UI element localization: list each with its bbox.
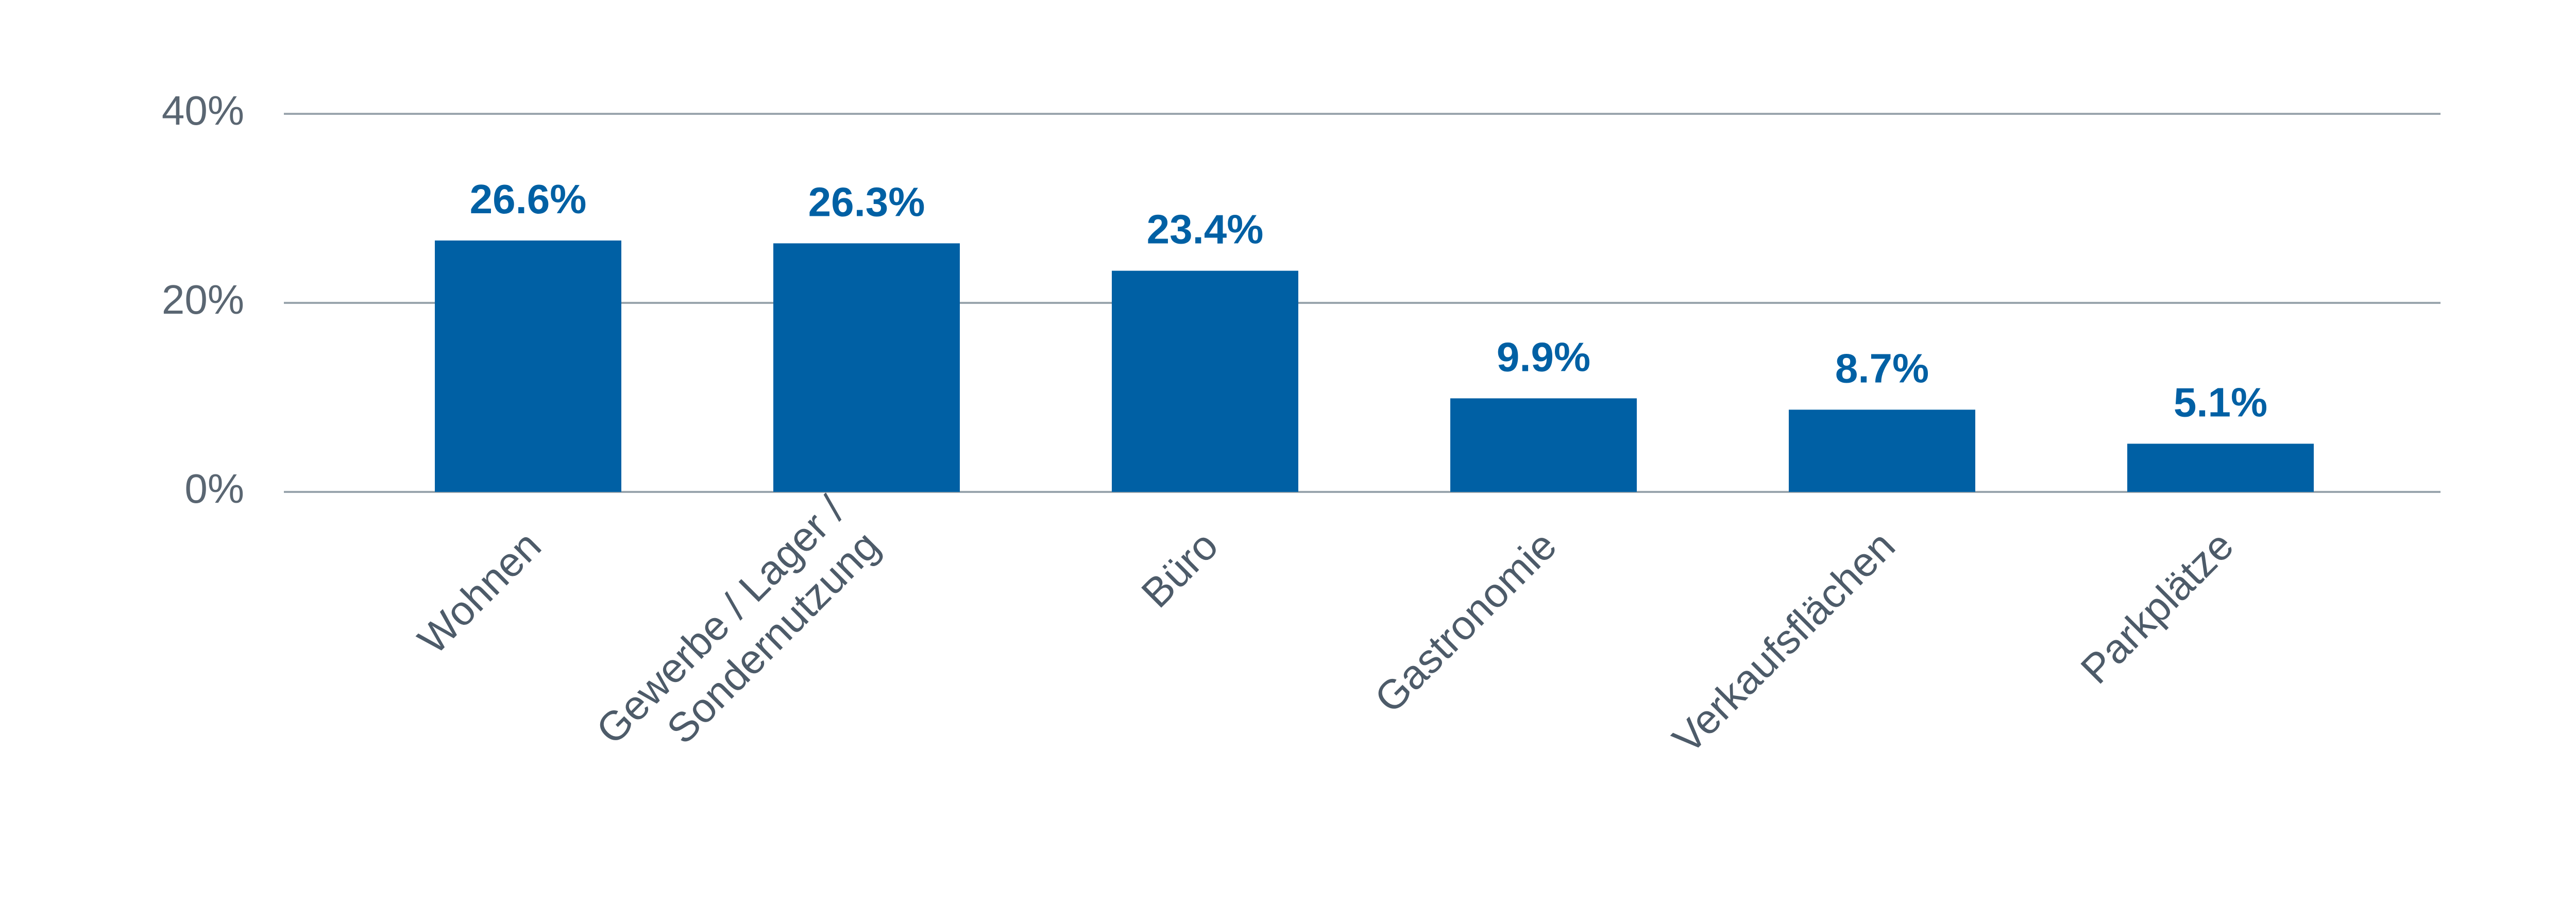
x-tick-label: Gewerbe / Lager /Sondernutzung xyxy=(587,487,888,788)
x-tick-label-line: Parkplätze xyxy=(2072,522,2242,692)
x-tick-label-line: Verkaufsflächen xyxy=(1664,522,1903,762)
bar xyxy=(1112,270,1298,492)
bar xyxy=(2127,444,2314,492)
x-tick-label-line: Gastronomie xyxy=(1366,522,1565,722)
y-tick-label: 0% xyxy=(184,466,244,511)
value-label: 5.1% xyxy=(2174,380,2267,425)
x-tick-label: Büro xyxy=(1133,522,1227,616)
bar xyxy=(435,240,621,492)
x-tick-label: Gastronomie xyxy=(1366,522,1565,722)
bar xyxy=(1450,398,1637,492)
value-label: 26.3% xyxy=(808,179,925,225)
x-tick-label: Wohnen xyxy=(409,522,550,663)
bar xyxy=(1789,410,1975,492)
value-label: 23.4% xyxy=(1147,207,1264,252)
x-tick-label: Parkplätze xyxy=(2072,522,2242,692)
value-label: 26.6% xyxy=(470,176,587,222)
y-tick-label: 20% xyxy=(162,277,244,322)
x-tick-label: Verkaufsflächen xyxy=(1664,522,1903,762)
value-label: 9.9% xyxy=(1497,334,1590,380)
value-label: 8.7% xyxy=(1835,345,1929,391)
x-tick-label-line: Wohnen xyxy=(409,522,550,663)
x-tick-label-line: Büro xyxy=(1133,522,1227,616)
bar xyxy=(773,243,960,492)
y-tick-label: 40% xyxy=(162,88,244,133)
